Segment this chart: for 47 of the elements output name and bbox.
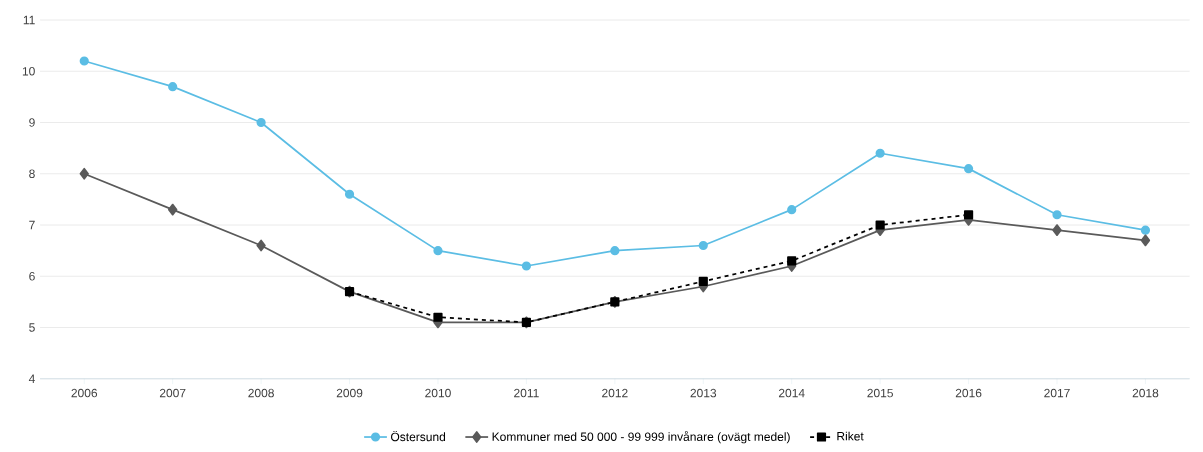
- point: [1052, 210, 1062, 220]
- point: [79, 56, 89, 66]
- point: [79, 167, 89, 180]
- point: [344, 189, 355, 199]
- point: [168, 203, 178, 216]
- y-tick-label: 8: [29, 169, 35, 178]
- x-tick-label: 2014: [778, 388, 805, 398]
- x-tick-label: 2017: [1044, 388, 1070, 398]
- point: [963, 163, 974, 174]
- point: [433, 245, 443, 256]
- point: [256, 239, 266, 252]
- point: [875, 148, 885, 158]
- point: [787, 256, 797, 266]
- y-tick-label: 4: [28, 374, 35, 383]
- legend-label: Kommuner med 50 000 - 99 999 invånare (ovägt medel): [492, 431, 790, 444]
- point: [787, 204, 797, 215]
- point: [610, 245, 620, 256]
- x-tick-label: 2008: [248, 388, 274, 398]
- legend-label: Riket: [837, 431, 864, 441]
- y-tick-label: 5: [29, 323, 35, 332]
- y-tick-label: 9: [29, 118, 35, 127]
- y-tick-label: 7: [29, 220, 35, 230]
- legend-label: Östersund: [391, 430, 446, 442]
- point: [256, 117, 266, 128]
- y-tick-label: 11: [23, 15, 35, 25]
- x-tick-label: 2009: [336, 388, 363, 398]
- point: [433, 312, 443, 322]
- point: [698, 276, 708, 286]
- point: [963, 210, 974, 220]
- point: [168, 81, 178, 92]
- point: [698, 240, 708, 251]
- x-tick-label: 2018: [1132, 388, 1159, 398]
- point: [1140, 225, 1151, 235]
- y-tick-label: 6: [29, 271, 35, 281]
- x-tick-label: 2011: [514, 388, 539, 398]
- x-tick-label: 2007: [159, 388, 186, 398]
- x-tick-label: 2006: [71, 388, 98, 398]
- point: [1052, 224, 1062, 237]
- x-tick-label: 2013: [690, 388, 717, 398]
- point: [1140, 234, 1151, 247]
- point: [875, 220, 885, 230]
- y-tick-label: 10: [22, 66, 35, 76]
- x-tick-label: 2015: [867, 388, 893, 398]
- x-tick-label: 2012: [602, 388, 628, 398]
- x-tick-label: 2010: [425, 388, 451, 398]
- x-tick-label: 2016: [955, 388, 982, 398]
- point: [521, 261, 532, 271]
